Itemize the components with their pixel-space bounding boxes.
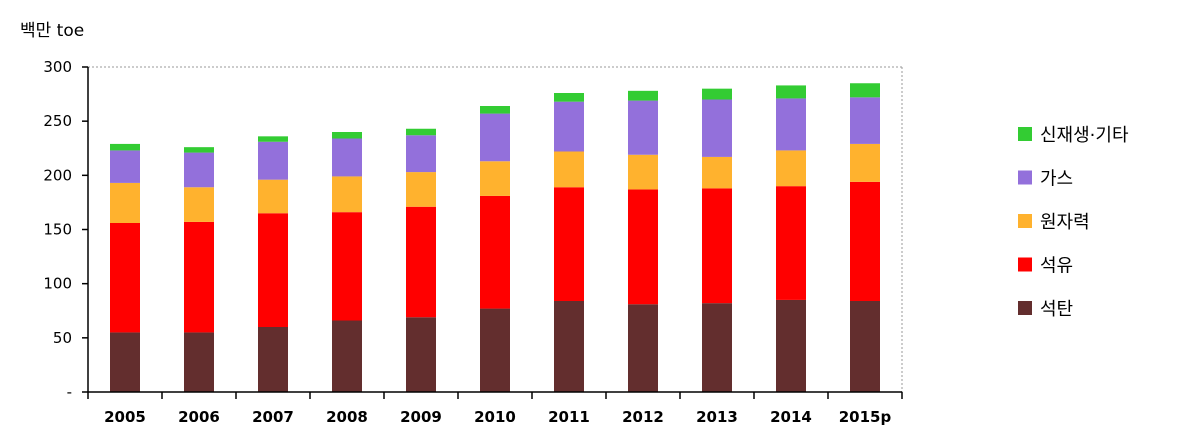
bar-segment	[702, 99, 732, 157]
bar-segment	[110, 143, 140, 151]
bar-segment	[702, 156, 732, 189]
bar-segment	[554, 187, 584, 301]
x-tick-label: 2015p	[839, 408, 892, 426]
y-axis: - 50 100 150 200 250 300	[43, 58, 89, 401]
x-tick-label: 2012	[622, 408, 664, 426]
x-tick-label: 2007	[252, 408, 294, 426]
bar-segment	[628, 100, 658, 155]
bar-segment	[406, 135, 436, 173]
bar-segment	[258, 179, 288, 214]
bar-segment	[110, 182, 140, 223]
bar-segment	[406, 128, 436, 136]
bar-segment	[628, 90, 658, 101]
bar-segment	[554, 301, 584, 392]
bar-segment	[258, 213, 288, 327]
bar-segment	[406, 172, 436, 207]
y-tick-label: 150	[43, 221, 72, 239]
bar-segment	[184, 187, 214, 222]
x-tick-label: 2009	[400, 408, 442, 426]
bar-segment	[332, 138, 362, 177]
bar-segment	[258, 141, 288, 180]
bar-segment	[628, 189, 658, 305]
legend-swatch	[1018, 257, 1032, 272]
y-tick-label: 250	[43, 112, 72, 130]
bar-segment	[554, 93, 584, 102]
unit-label: 백만 toe	[20, 21, 84, 41]
legend-swatch	[1018, 214, 1032, 228]
legend-swatch	[1018, 127, 1032, 141]
bar-segment	[776, 85, 806, 99]
x-tick-label: 2008	[326, 408, 368, 426]
bar-segment	[850, 181, 880, 301]
legend-swatch	[1018, 170, 1032, 185]
legend-label: 석탄	[1040, 299, 1073, 320]
bar-segment	[480, 106, 510, 114]
bar-segment	[332, 176, 362, 213]
bars	[110, 83, 880, 392]
bar-segment	[776, 186, 806, 300]
bar-segment	[776, 98, 806, 151]
bar-segment	[702, 188, 732, 304]
bar-segment	[184, 221, 214, 333]
bar-segment	[480, 195, 510, 309]
bar-segment	[110, 150, 140, 183]
legend-label: 신재생·기타	[1040, 125, 1129, 146]
x-tick-label: 2006	[178, 408, 220, 426]
bar-segment	[184, 332, 214, 392]
bar-segment	[332, 320, 362, 392]
y-tick-label: 50	[53, 329, 72, 347]
x-axis: 2005 2006 2007 2008 2009 2010 2011 2012 2013 2014…	[87, 391, 903, 426]
bar-segment	[554, 151, 584, 188]
bar-segment	[702, 303, 732, 392]
bar-segment	[258, 327, 288, 392]
bar-segment	[480, 161, 510, 196]
bar-segment	[184, 152, 214, 188]
x-tick-label: 2010	[474, 408, 516, 426]
bar-segment	[776, 299, 806, 392]
legend-label: 원자력	[1040, 212, 1090, 233]
bar-segment	[480, 308, 510, 392]
y-tick-label: -	[67, 383, 72, 401]
bar-segment	[480, 113, 510, 162]
y-tick-label: 100	[43, 275, 72, 293]
bar-segment	[850, 143, 880, 182]
bar-segment	[332, 132, 362, 139]
bar-segment	[850, 97, 880, 144]
bar-segment	[332, 212, 362, 321]
x-tick-label: 2013	[696, 408, 738, 426]
bar-segment	[554, 101, 584, 152]
bar-segment	[776, 150, 806, 187]
bar-segment	[406, 317, 436, 392]
bar-segment	[850, 301, 880, 392]
bar-segment	[850, 83, 880, 98]
x-tick-label: 2011	[548, 408, 590, 426]
legend-swatch	[1018, 301, 1032, 315]
bar-segment	[184, 147, 214, 153]
legend-label: 가스	[1040, 169, 1073, 190]
x-tick-label: 2005	[104, 408, 146, 426]
y-tick-label: 300	[43, 58, 72, 76]
bar-segment	[702, 88, 732, 100]
bar-segment	[628, 304, 658, 392]
y-tick-label: 200	[43, 166, 72, 184]
bar-segment	[258, 136, 288, 142]
bar-segment	[628, 154, 658, 190]
legend-label: 석유	[1040, 256, 1073, 277]
bar-segment	[110, 332, 140, 392]
x-tick-label: 2014	[770, 408, 812, 426]
bar-segment	[110, 223, 140, 333]
bar-segment	[406, 206, 436, 318]
